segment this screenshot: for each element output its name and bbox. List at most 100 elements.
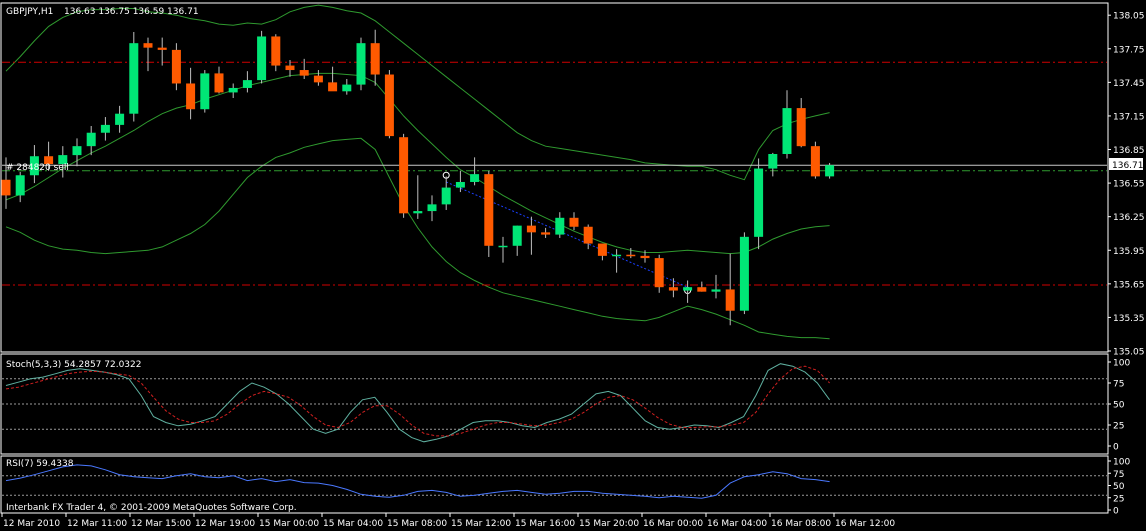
indicator-tick-label: 100 bbox=[1113, 359, 1130, 369]
candle bbox=[143, 37, 153, 72]
price-panel: 138.05 137.75 137.45 137.15 136.85 136.55 136.… bbox=[0, 2, 1145, 358]
indicator-tick-label: 75 bbox=[1113, 470, 1124, 480]
time-tick-label: 12 Mar 11:00 bbox=[67, 519, 127, 529]
price-tick-label: 136.85 bbox=[1113, 146, 1145, 156]
bollinger-bands bbox=[5, 4, 830, 340]
candle bbox=[58, 146, 68, 178]
candle-body bbox=[1, 179, 11, 196]
time-tick-label: 12 Mar 19:00 bbox=[195, 519, 255, 529]
candle-body bbox=[541, 232, 551, 235]
candle bbox=[328, 66, 338, 92]
price-axis: 138.05 137.75 137.45 137.15 136.85 136.55 136.… bbox=[1108, 12, 1145, 358]
candle-body bbox=[754, 168, 764, 237]
time-tick-label: 15 Mar 12:00 bbox=[451, 519, 511, 529]
candle-body bbox=[214, 73, 224, 93]
band-middle bbox=[5, 72, 830, 255]
band-lower bbox=[5, 137, 830, 340]
time-tick-label: 16 Mar 00:00 bbox=[643, 519, 703, 529]
candle bbox=[200, 70, 210, 113]
indicator-tick-label: 0 bbox=[1113, 443, 1119, 453]
candle-body bbox=[313, 75, 323, 83]
candle bbox=[683, 280, 693, 303]
watermark: Interbank FX Trader 4, © 2001-2009 MetaQ… bbox=[6, 503, 297, 513]
candle-body bbox=[271, 36, 281, 66]
price-tick-label: 135.65 bbox=[1113, 280, 1145, 290]
candle-body bbox=[810, 146, 820, 177]
candle-body bbox=[683, 287, 693, 291]
candle-body bbox=[739, 236, 749, 311]
candle bbox=[129, 31, 139, 122]
candle-body bbox=[597, 243, 607, 256]
candle bbox=[725, 253, 735, 326]
candle-body bbox=[58, 155, 68, 165]
candle bbox=[370, 29, 380, 86]
price-tick-label: 135.05 bbox=[1113, 348, 1145, 358]
candle bbox=[825, 162, 835, 179]
candle-body bbox=[441, 187, 451, 205]
price-tick-label: 136.25 bbox=[1113, 213, 1145, 223]
candle-body bbox=[228, 87, 238, 93]
time-axis: 12 Mar 2010 12 Mar 11:00 12 Mar 15:00 12 Ma… bbox=[1, 513, 895, 529]
candle bbox=[541, 227, 551, 238]
rsi-panel-frame bbox=[0, 455, 1109, 514]
indicator-series-main bbox=[5, 363, 831, 443]
candle bbox=[768, 152, 778, 177]
candle bbox=[399, 133, 409, 218]
candle bbox=[86, 126, 96, 156]
candle bbox=[569, 212, 579, 231]
stochastic-panel: 100 75 50 25 0 Stoch(5,3,3) 54.2857 72.0322 bbox=[0, 353, 1130, 455]
rsi-axis: 100 75 50 25 0 bbox=[1108, 458, 1130, 517]
trend-line bbox=[446, 181, 688, 288]
candle-body bbox=[555, 217, 565, 235]
indicator-tick-label: 25 bbox=[1113, 422, 1124, 432]
candle-body bbox=[654, 258, 664, 288]
time-tick-label: 16 Mar 12:00 bbox=[835, 519, 895, 529]
candle bbox=[257, 30, 267, 84]
candle-body bbox=[413, 211, 423, 214]
candle-body bbox=[242, 80, 252, 88]
candle bbox=[285, 59, 295, 77]
candle-body bbox=[782, 108, 792, 154]
time-tick-label: 15 Mar 00:00 bbox=[259, 519, 319, 529]
candle bbox=[242, 71, 252, 93]
candle bbox=[44, 141, 54, 171]
candle-body bbox=[370, 43, 380, 75]
candle-body bbox=[583, 226, 593, 244]
candle-body bbox=[299, 70, 309, 76]
candle-body bbox=[342, 84, 352, 92]
price-tick-label: 135.95 bbox=[1113, 247, 1145, 257]
candle bbox=[299, 58, 309, 79]
candle bbox=[427, 195, 437, 222]
time-tick-label: 16 Mar 08:00 bbox=[771, 519, 831, 529]
candle bbox=[583, 224, 593, 250]
candle bbox=[72, 138, 82, 167]
candle-body bbox=[512, 225, 522, 246]
candle bbox=[711, 274, 721, 299]
candle-body bbox=[186, 83, 196, 110]
stochastic-axis: 100 75 50 25 0 bbox=[1108, 359, 1130, 453]
indicator-tick-label: 50 bbox=[1113, 401, 1125, 411]
candle-body bbox=[711, 289, 721, 292]
candle bbox=[640, 250, 650, 263]
candle bbox=[782, 90, 792, 159]
time-tick-label: 15 Mar 08:00 bbox=[387, 519, 447, 529]
candle-body bbox=[455, 181, 465, 188]
time-tick-label: 16 Mar 04:00 bbox=[707, 519, 767, 529]
candle-body bbox=[143, 43, 153, 48]
candle bbox=[29, 145, 39, 184]
candle bbox=[271, 34, 281, 72]
candle bbox=[228, 83, 238, 99]
candle bbox=[100, 117, 110, 141]
candle-body bbox=[384, 74, 394, 137]
candle-body bbox=[328, 82, 338, 92]
candle bbox=[597, 243, 607, 261]
candle bbox=[455, 170, 465, 193]
indicator-tick-label: 0 bbox=[1113, 507, 1119, 517]
horizontal-levels bbox=[2, 61, 1107, 295]
candle bbox=[1, 157, 11, 209]
price-tick-label: 135.35 bbox=[1113, 314, 1145, 324]
candle bbox=[555, 212, 565, 238]
candle-body bbox=[526, 225, 536, 233]
candle-body bbox=[668, 287, 678, 291]
